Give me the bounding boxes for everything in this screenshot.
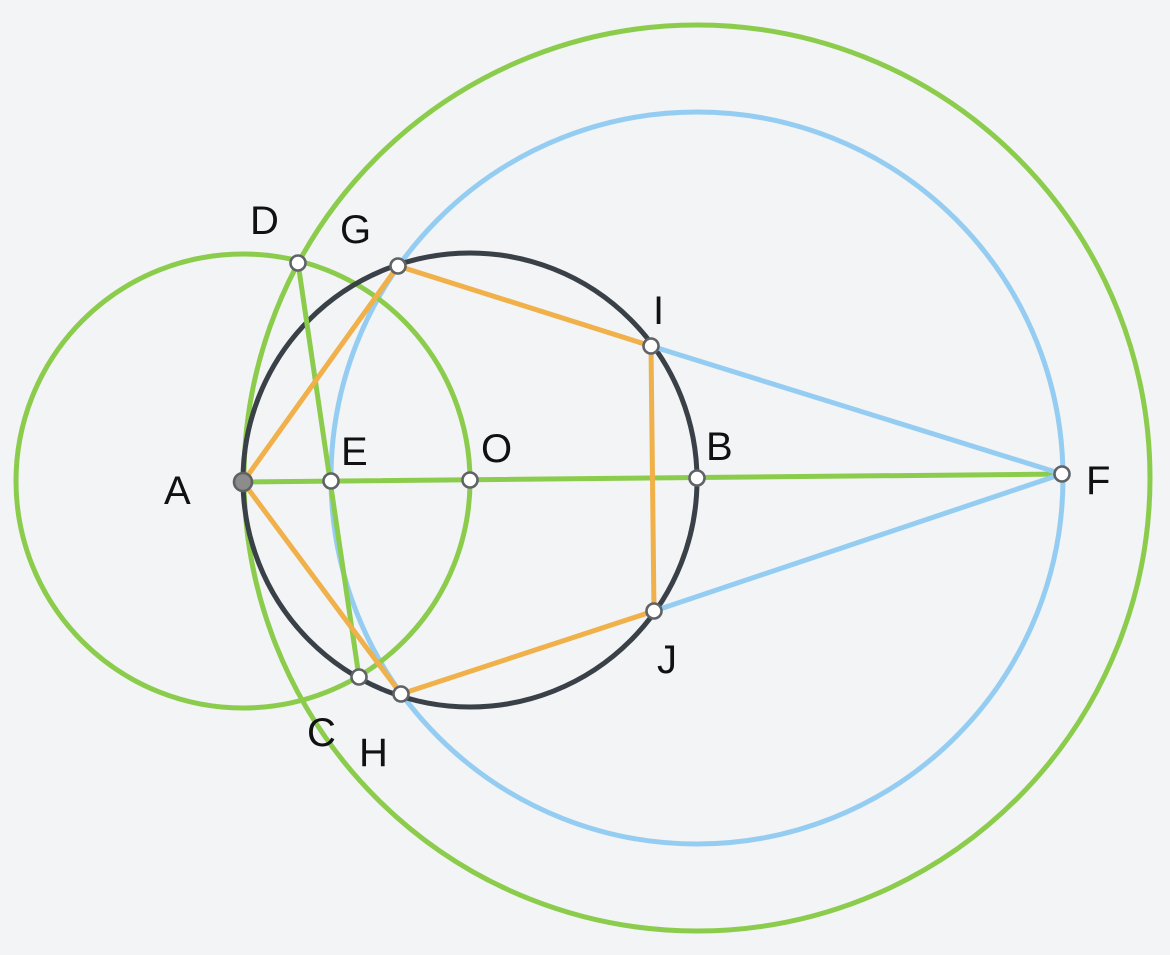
segment-j-f <box>651 471 1065 614</box>
label-i: I <box>653 289 664 333</box>
label-d: D <box>250 199 279 243</box>
point-c[interactable] <box>350 668 368 686</box>
label-g: G <box>340 208 371 252</box>
segment-i-f <box>648 343 1065 477</box>
point-a[interactable] <box>232 471 254 493</box>
point-g[interactable] <box>389 257 407 275</box>
point-h[interactable] <box>392 685 410 703</box>
point-e[interactable] <box>322 472 340 490</box>
segment-g-i <box>395 263 654 349</box>
segment-d-c <box>295 260 362 680</box>
label-b: B <box>706 425 733 469</box>
point-j[interactable] <box>645 602 663 620</box>
point-d[interactable] <box>289 254 307 272</box>
label-a: A <box>164 469 191 513</box>
point-o[interactable] <box>461 471 479 489</box>
segment-i-j <box>648 343 657 614</box>
segment-a-g <box>240 263 401 485</box>
label-o: O <box>481 427 512 471</box>
segment-h-a <box>240 479 404 697</box>
label-j: J <box>657 638 677 682</box>
point-b[interactable] <box>688 469 706 487</box>
segment-j-h <box>398 608 657 697</box>
label-h: H <box>359 731 388 775</box>
label-f: F <box>1086 459 1110 503</box>
point-f[interactable] <box>1053 465 1071 483</box>
label-c: C <box>307 711 336 755</box>
label-e: E <box>341 430 368 474</box>
point-i[interactable] <box>642 337 660 355</box>
